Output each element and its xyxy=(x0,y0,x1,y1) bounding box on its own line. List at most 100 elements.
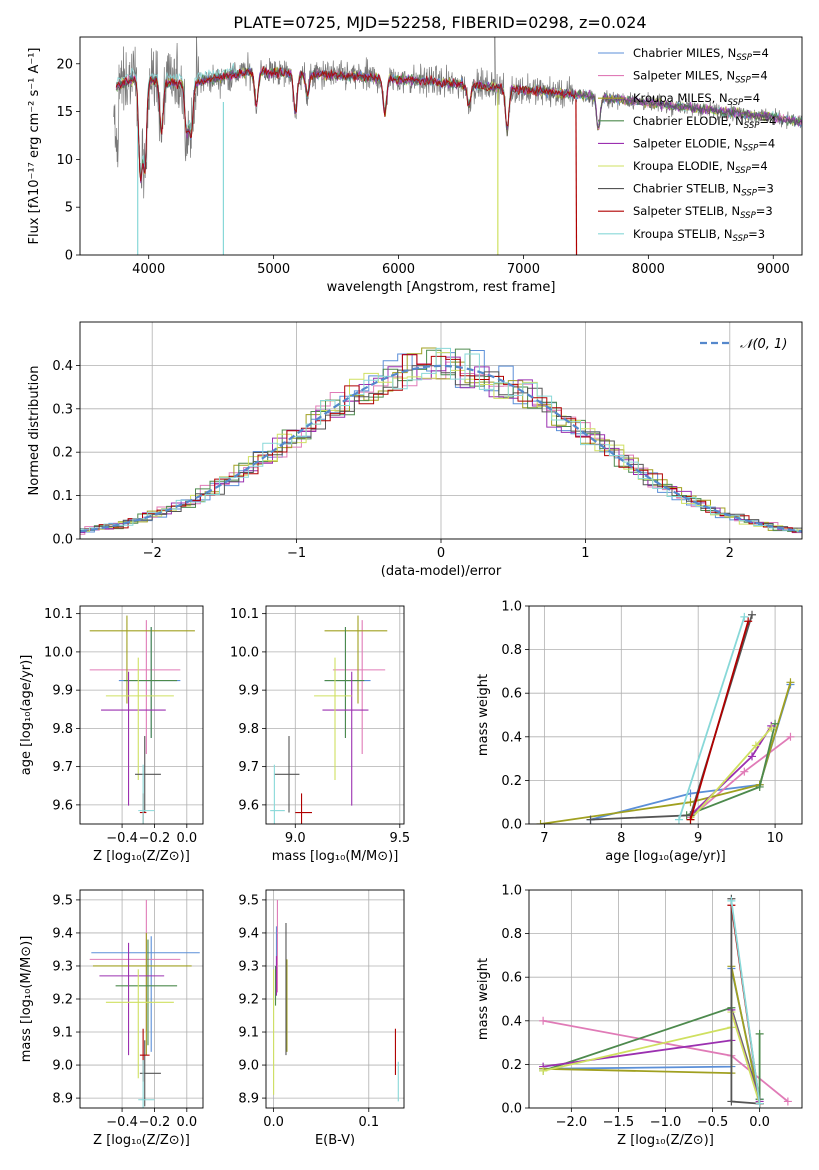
subplot-8: −2.0 −1.5 −1.0 −0.5 0.0 0.0 0.2 0.4 0.6 0.8 1.0 Z [… xyxy=(476,884,803,1148)
plus-marker xyxy=(751,741,760,750)
y-tick-label: 9.5 xyxy=(52,893,73,908)
legend-subscript: SSP xyxy=(741,189,757,199)
legend-label: 𝒩(0, 1) xyxy=(740,337,787,352)
legend-label: Chabrier STELIB, NSSP=3 xyxy=(633,182,774,199)
errorbar-point xyxy=(322,671,369,806)
histogram-series xyxy=(80,361,802,535)
axes-frame xyxy=(528,889,803,1109)
x-tick-label: 0.0 xyxy=(749,1115,770,1130)
x-tick-label: 10 xyxy=(767,831,784,846)
plus-marker xyxy=(767,724,776,733)
y-tick-label: 9.3 xyxy=(238,959,259,974)
y-tick-label: 10.1 xyxy=(230,607,259,622)
weight-series-line xyxy=(542,1011,761,1104)
x-tick-label: 9.5 xyxy=(389,831,410,846)
legend-subscript: SSP xyxy=(735,76,751,86)
errorbar-point xyxy=(270,764,285,824)
legend-tail: =4 xyxy=(752,46,769,60)
histogram-series xyxy=(80,354,802,533)
errorbar-point xyxy=(92,932,192,1056)
legend-tail: =4 xyxy=(751,69,768,83)
plot-area xyxy=(266,606,404,824)
y-tick-label: 0.0 xyxy=(501,818,522,833)
plus-marker xyxy=(539,1016,548,1025)
legend-subscript: SSP xyxy=(733,234,749,244)
plus-marker xyxy=(755,782,764,791)
y-tick-label: 0.6 xyxy=(501,971,522,986)
y-tick-label: 0.2 xyxy=(52,446,73,461)
axes-frame xyxy=(79,36,803,256)
legend-name: Salpeter STELIB, N xyxy=(633,204,740,218)
y-tick-label: 9.8 xyxy=(52,722,73,737)
plots-layer: 4000 5000 6000 7000 8000 900005101520waveleng… xyxy=(19,36,803,1148)
x-tick-label: 9000 xyxy=(757,262,790,277)
legend-subscript: SSP xyxy=(728,98,744,108)
x-axis-label: E(B-V) xyxy=(315,1133,355,1148)
legend-label: Chabrier ELODIE, NSSP=4 xyxy=(633,114,776,131)
plus-marker xyxy=(740,767,749,776)
y-tick-label: 9.1 xyxy=(52,1026,73,1041)
plot-area xyxy=(80,606,203,824)
errorbar-point xyxy=(295,793,312,824)
legend-name: Salpeter MILES, N xyxy=(633,69,735,83)
histogram-series xyxy=(80,347,802,533)
plus-marker xyxy=(748,610,757,619)
y-tick-label: 5 xyxy=(65,201,73,216)
errorbar-point xyxy=(324,615,388,704)
legend-label: Salpeter MILES, NSSP=4 xyxy=(633,69,768,86)
x-tick-label: 0 xyxy=(437,546,445,561)
plus-marker xyxy=(786,678,795,687)
x-tick-label: 0.0 xyxy=(176,1115,197,1130)
y-tick-label: 10 xyxy=(56,153,73,168)
legend-name: Kroupa STELIB, N xyxy=(633,227,733,241)
histogram-series xyxy=(80,348,802,532)
x-tick-label: 7 xyxy=(540,831,548,846)
y-axis-label: mass [log₁₀(M/M⊙)] xyxy=(19,936,34,1063)
plus-marker xyxy=(539,1066,548,1075)
x-axis-label: (data-model)/error xyxy=(381,564,502,579)
errorbar-point xyxy=(105,657,174,781)
y-tick-label: 9.2 xyxy=(238,993,259,1008)
x-tick-label: 0.0 xyxy=(263,1115,284,1130)
x-tick-label: −2.0 xyxy=(556,1115,588,1130)
plus-marker xyxy=(755,1099,764,1108)
legend-name: Salpeter ELODIE, N xyxy=(633,136,743,150)
y-tick-label: 9.0 xyxy=(238,1059,259,1074)
x-tick-label: 8000 xyxy=(632,262,665,277)
y-tick-label: 9.9 xyxy=(52,684,73,699)
y-tick-label: 1.0 xyxy=(501,884,522,899)
subplot-6: −0.4 −0.2 0.0 8.9 9.0 9.1 9.2 9.3 9.4 9.5 Z [log₁₀… xyxy=(19,889,204,1148)
y-tick-label: 20 xyxy=(56,57,73,72)
legend-label: Kroupa ELODIE, NSSP=4 xyxy=(633,159,768,176)
x-tick-label: 0.0 xyxy=(176,831,197,846)
model-fit-line xyxy=(115,66,576,182)
legend-tail: =4 xyxy=(743,91,760,105)
x-tick-label: 9 xyxy=(694,831,702,846)
y-tick-label: 0.2 xyxy=(501,774,522,789)
x-tick-label: 5000 xyxy=(257,262,290,277)
x-tick-label: −1.0 xyxy=(650,1115,682,1130)
plus-marker xyxy=(686,798,695,807)
y-tick-label: 9.7 xyxy=(238,760,259,775)
plus-marker xyxy=(744,617,753,626)
x-tick-label: −1 xyxy=(287,546,306,561)
axes-frame xyxy=(265,889,405,1109)
y-tick-label: 8.9 xyxy=(52,1092,73,1107)
subplot-1: 4000 5000 6000 7000 8000 9000 0 5 10 15 20 waveleng… xyxy=(27,36,803,295)
y-tick-label: 0.6 xyxy=(501,687,522,702)
y-axis-label: mass weight xyxy=(476,674,491,756)
y-tick-label: 8.9 xyxy=(238,1092,259,1107)
x-tick-label: 1 xyxy=(581,546,589,561)
legend-label: Salpeter ELODIE, NSSP=4 xyxy=(633,136,775,153)
y-tick-label: 9.6 xyxy=(52,798,73,813)
plus-marker xyxy=(686,815,695,824)
legend-tail: =4 xyxy=(751,159,768,173)
y-axis-label: mass weight xyxy=(476,958,491,1040)
y-tick-label: 0.8 xyxy=(501,927,522,942)
x-tick-label: −1.5 xyxy=(603,1115,635,1130)
errorbar-point xyxy=(135,736,161,813)
errorbar-point xyxy=(123,627,178,738)
y-tick-label: 0.0 xyxy=(501,1102,522,1117)
y-tick-label: 9.4 xyxy=(238,926,259,941)
